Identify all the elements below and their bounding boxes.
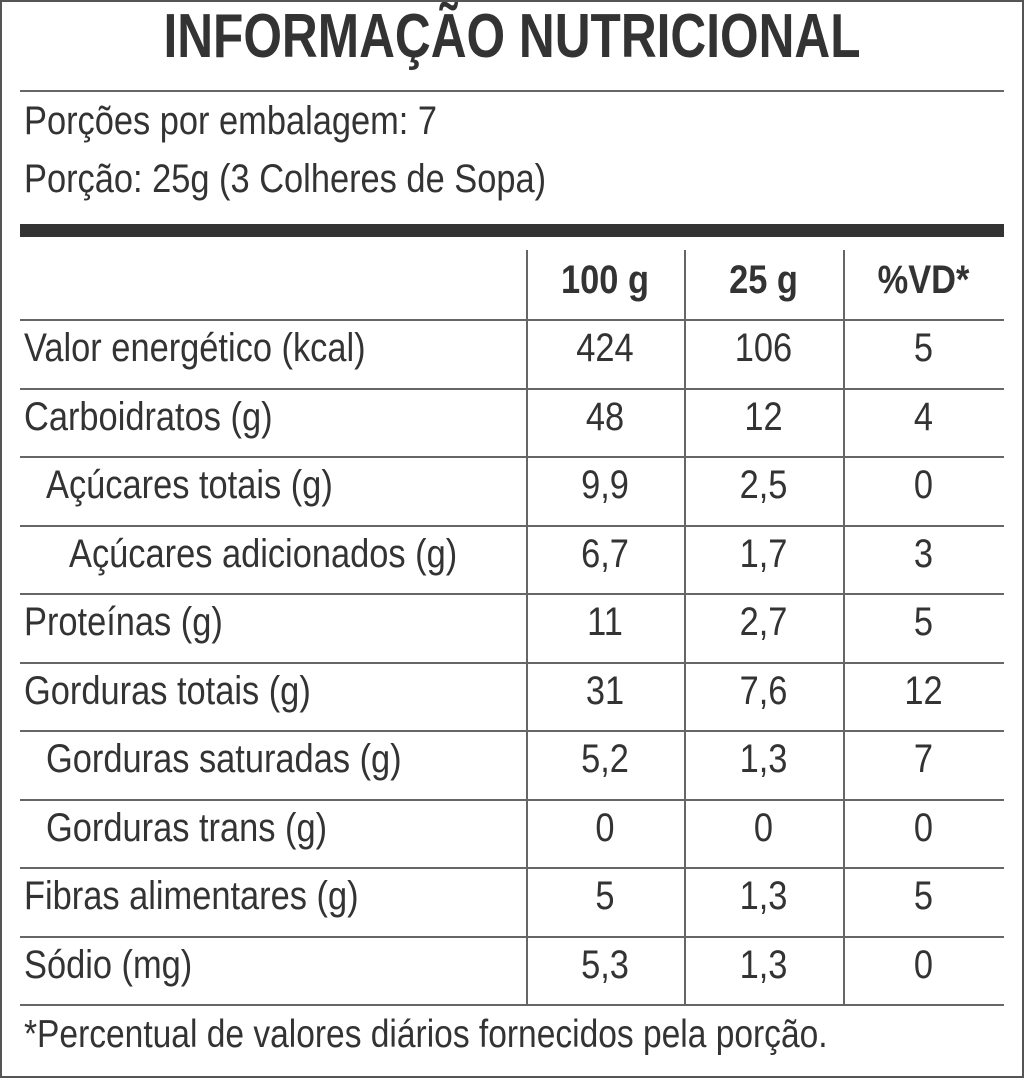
nutrient-label: Açúcares totais (g) bbox=[46, 463, 333, 507]
nutrient-value: 0 bbox=[913, 942, 934, 987]
nutrient-value: 48 bbox=[585, 394, 625, 439]
nutrient-value: 0 bbox=[913, 463, 934, 507]
row-divider bbox=[20, 387, 1004, 390]
row-divider bbox=[20, 935, 1004, 938]
column-divider bbox=[843, 250, 845, 1006]
nutrient-value: 1,3 bbox=[739, 874, 788, 918]
nutrient-value: 5 bbox=[595, 874, 615, 918]
nutrient-value: 2,7 bbox=[739, 600, 788, 644]
row-divider bbox=[20, 456, 1004, 458]
nutrient-value: 3 bbox=[913, 531, 934, 576]
nutrient-label: Carboidratos (g) bbox=[24, 394, 273, 439]
row-divider bbox=[20, 524, 1004, 527]
nutrient-value: 5,3 bbox=[581, 942, 629, 987]
row-divider bbox=[20, 867, 1004, 869]
nutrient-value: 106 bbox=[734, 326, 793, 370]
column-header: %VD* bbox=[877, 258, 970, 302]
nutrient-value: 1,3 bbox=[739, 737, 788, 781]
row-divider bbox=[20, 661, 1004, 664]
serving-size: Porção: 25g (3 Colheres de Sopa) bbox=[24, 157, 547, 201]
nutrient-value: 1,7 bbox=[739, 531, 788, 576]
column-header: 25 g bbox=[729, 258, 798, 302]
row-divider bbox=[20, 730, 1004, 732]
nutrient-value: 11 bbox=[587, 600, 623, 644]
nutrient-label: Valor energético (kcal) bbox=[24, 326, 366, 370]
nutrient-value: 0 bbox=[595, 805, 615, 850]
nutrient-value: 5 bbox=[913, 600, 934, 644]
nutrient-value: 12 bbox=[904, 668, 943, 713]
footnote: *Percentual de valores diários fornecido… bbox=[24, 1013, 828, 1056]
nutrient-value: 7 bbox=[913, 737, 934, 781]
nutrient-label: Fibras alimentares (g) bbox=[24, 874, 359, 918]
column-header: 100 g bbox=[561, 258, 649, 302]
nutrient-value: 1,3 bbox=[739, 942, 788, 987]
row-divider bbox=[20, 1004, 1004, 1006]
nutrient-label: Proteínas (g) bbox=[24, 600, 223, 644]
nutrient-label: Gorduras totais (g) bbox=[24, 668, 311, 713]
nutrient-label: Gorduras trans (g) bbox=[46, 805, 328, 850]
column-divider bbox=[526, 250, 528, 1006]
row-divider bbox=[20, 798, 1004, 801]
nutrient-value: 4 bbox=[913, 394, 934, 439]
divider bbox=[20, 90, 1004, 92]
nutrient-value: 6,7 bbox=[581, 531, 629, 576]
nutrient-value: 0 bbox=[913, 805, 934, 850]
column-divider bbox=[684, 250, 686, 1006]
nutrient-label: Gorduras saturadas (g) bbox=[46, 737, 402, 781]
nutrient-label: Sódio (mg) bbox=[24, 942, 193, 987]
nutrient-value: 9,9 bbox=[581, 463, 629, 507]
nutrient-value: 31 bbox=[585, 668, 625, 713]
thick-bar bbox=[20, 224, 1004, 237]
title: INFORMAÇÃO NUTRICIONAL bbox=[163, 2, 861, 71]
nutrient-value: 0 bbox=[753, 805, 774, 850]
nutrient-value: 7,6 bbox=[739, 668, 788, 713]
nutrient-value: 424 bbox=[576, 326, 634, 370]
nutrient-value: 5 bbox=[913, 874, 934, 918]
row-divider bbox=[20, 319, 1004, 321]
nutrient-value: 5,2 bbox=[581, 737, 629, 781]
nutrient-value: 12 bbox=[744, 394, 783, 439]
nutrient-value: 2,5 bbox=[739, 463, 788, 507]
row-divider bbox=[20, 593, 1004, 595]
nutrient-label: Açúcares adicionados (g) bbox=[69, 531, 458, 576]
servings-per-package: Porções por embalagem: 7 bbox=[24, 99, 438, 143]
nutrient-value: 5 bbox=[913, 326, 934, 370]
